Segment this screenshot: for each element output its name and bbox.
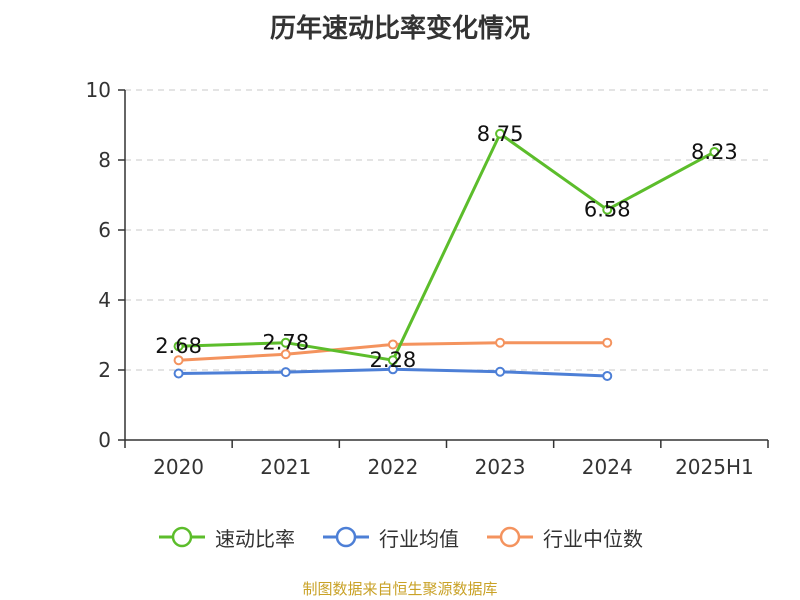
legend-marker bbox=[499, 526, 521, 548]
data-label: 2.68 bbox=[155, 334, 202, 358]
data-point bbox=[173, 368, 184, 379]
data-point bbox=[173, 341, 184, 352]
data-point bbox=[602, 204, 613, 215]
data-point bbox=[709, 146, 720, 157]
data-point bbox=[495, 366, 506, 377]
y-tick-label: 10 bbox=[86, 78, 111, 102]
data-point bbox=[280, 367, 291, 378]
data-label: 8.23 bbox=[691, 140, 738, 164]
data-point bbox=[387, 339, 398, 350]
data-point bbox=[280, 337, 291, 348]
y-tick-label: 8 bbox=[98, 148, 111, 172]
legend-symbol bbox=[487, 526, 533, 548]
data-point bbox=[387, 355, 398, 366]
chart-title: 历年速动比率变化情况 bbox=[269, 14, 530, 44]
data-label: 2.28 bbox=[370, 348, 417, 372]
data-labels: 2.68 2.78 2.28 8.75 6.58 8.23 bbox=[155, 122, 738, 372]
legend-item[interactable]: 行业均值 bbox=[321, 523, 459, 552]
y-tick-label: 6 bbox=[98, 218, 111, 242]
data-point bbox=[387, 364, 398, 375]
data-point bbox=[173, 355, 184, 366]
x-tick-label: 2022 bbox=[367, 455, 418, 479]
data-point bbox=[495, 128, 506, 139]
axes: 0 2 4 6 8 10 2020 2021 2022 2023 2024 2025H1 bbox=[86, 78, 769, 479]
series-line bbox=[178, 132, 716, 362]
data-label: 2.78 bbox=[262, 331, 309, 355]
grid-lines bbox=[125, 89, 768, 371]
data-point bbox=[280, 349, 291, 360]
legend-item[interactable]: 行业中位数 bbox=[485, 523, 643, 552]
x-tick-label: 2021 bbox=[260, 455, 311, 479]
data-point bbox=[602, 370, 613, 381]
data-point bbox=[495, 337, 506, 348]
legend-marker bbox=[171, 526, 193, 548]
legend: 速动比率 行业均值 行业中位数 bbox=[0, 520, 800, 554]
legend-marker bbox=[335, 526, 357, 548]
y-tick-label: 0 bbox=[98, 428, 111, 452]
source-note: 制图数据来自恒生聚源数据库 bbox=[302, 580, 498, 598]
x-tick-label: 2020 bbox=[153, 455, 204, 479]
x-tick-label: 2023 bbox=[475, 455, 526, 479]
x-tick-label: 2025H1 bbox=[675, 455, 754, 479]
data-label: 6.58 bbox=[584, 198, 631, 222]
legend-label: 行业中位数 bbox=[543, 526, 643, 551]
legend-label: 速动比率 bbox=[215, 526, 295, 551]
legend-symbol bbox=[159, 526, 205, 548]
y-tick-label: 4 bbox=[98, 288, 111, 312]
legend-label: 行业均值 bbox=[379, 526, 459, 551]
legend-item[interactable]: 速动比率 bbox=[157, 523, 295, 552]
data-label: 8.75 bbox=[477, 122, 524, 146]
data-point bbox=[602, 337, 613, 348]
series-lines bbox=[173, 128, 720, 381]
legend-symbol bbox=[323, 526, 369, 548]
x-tick-label: 2024 bbox=[582, 455, 633, 479]
y-tick-label: 2 bbox=[98, 358, 111, 382]
